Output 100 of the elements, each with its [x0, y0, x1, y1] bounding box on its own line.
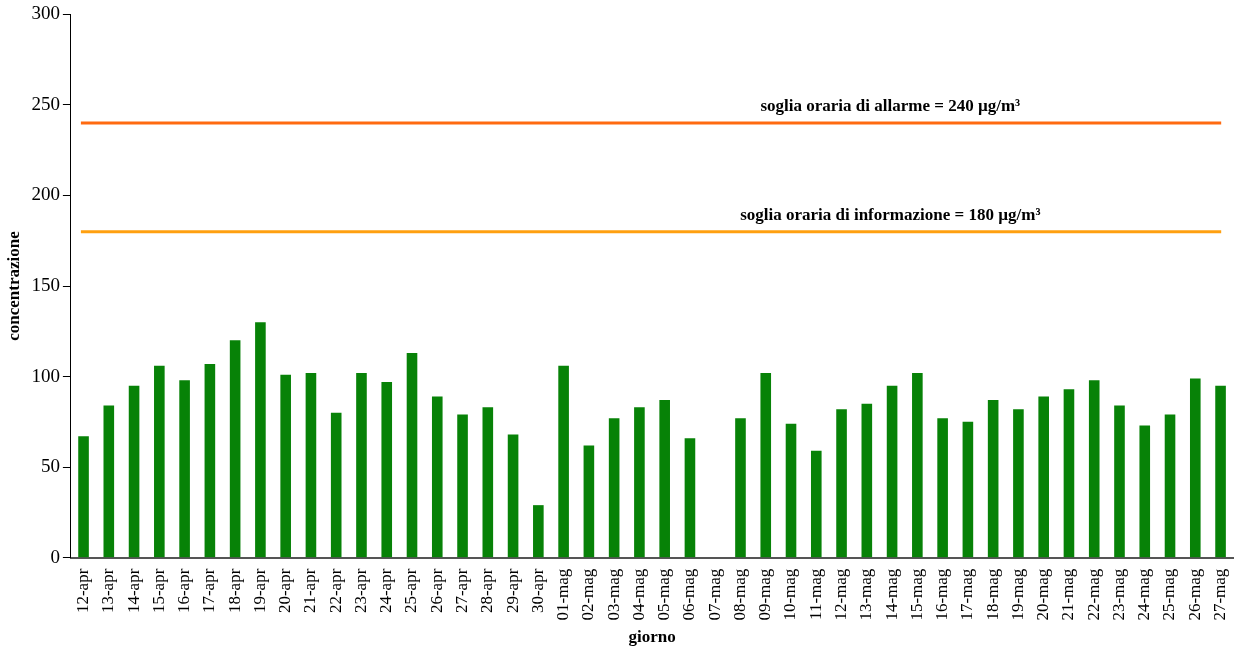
x-tick-label: 26-mag [1184, 568, 1204, 621]
x-tick-label: 13-mag [856, 568, 876, 621]
x-tick-label: 30-apr [527, 568, 547, 614]
y-tick-label: 50 [40, 455, 60, 477]
bar [962, 421, 974, 558]
bar [1063, 389, 1075, 558]
bar [229, 340, 241, 558]
x-tick-label: 26-apr [426, 568, 446, 614]
x-tick-label: 12-apr [73, 568, 92, 614]
x-tick-label: 15-mag [906, 568, 926, 621]
bar [507, 434, 519, 558]
bar [255, 322, 266, 558]
y-tick-label: 200 [31, 183, 60, 205]
bar [836, 409, 847, 558]
x-tick-label: 23-apr [350, 568, 370, 614]
bar [1038, 396, 1049, 558]
x-tick-label: 25-apr [401, 568, 421, 614]
bar [154, 365, 165, 558]
bar [987, 400, 999, 558]
bar [305, 372, 317, 558]
bar [356, 372, 367, 558]
bar [406, 353, 418, 558]
x-tick-label: 27-apr [452, 568, 472, 614]
bar [1189, 378, 1201, 558]
x-tick-label: 16-apr [174, 568, 194, 614]
bar [457, 414, 468, 558]
bar [1215, 385, 1226, 558]
x-tick-label: 10-mag [780, 568, 800, 621]
bar [179, 380, 190, 558]
x-tick-label: 05-mag [654, 568, 674, 621]
y-tick-label: 0 [50, 545, 60, 567]
x-tick-label: 22-apr [325, 568, 345, 614]
x-tick-label: 24-apr [376, 568, 396, 614]
ref-line-label: soglia oraria di allarme = 240 µg/m³ [760, 95, 1021, 115]
bar [785, 423, 797, 558]
x-tick-label: 11-mag [805, 568, 825, 620]
x-tick-label: 20-apr [275, 568, 295, 614]
bar [760, 372, 772, 558]
x-tick-label: 12-mag [831, 568, 851, 621]
bar [1013, 409, 1024, 558]
bar [912, 372, 923, 558]
x-tick-label: 21-apr [300, 568, 320, 614]
x-tick-label: 02-mag [578, 568, 598, 621]
x-tick-label: 15-apr [148, 568, 168, 614]
bar [735, 418, 746, 558]
x-tick-label: 17-mag [957, 568, 977, 621]
y-tick-label: 150 [31, 274, 60, 296]
x-tick-label: 14-mag [881, 568, 901, 621]
bar [1164, 414, 1176, 558]
bar [1114, 405, 1125, 558]
x-tick-label: 06-mag [679, 568, 699, 621]
bar [583, 445, 595, 558]
x-tick-label: 20-mag [1033, 568, 1053, 621]
bar [431, 396, 443, 558]
y-axis-title: concentrazione [3, 230, 23, 341]
bar [861, 403, 873, 558]
bar [330, 412, 342, 558]
bar [886, 385, 898, 558]
bar [533, 505, 544, 558]
bar [558, 365, 569, 558]
bar [1139, 425, 1151, 558]
x-axis-title: giorno [628, 627, 676, 647]
bar [128, 385, 140, 558]
bar [280, 374, 291, 558]
x-tick-label: 21-mag [1058, 568, 1078, 621]
y-tick-label: 250 [31, 92, 60, 114]
x-tick-label: 23-mag [1108, 568, 1128, 621]
bar [381, 382, 393, 558]
bar [78, 436, 89, 558]
bar [204, 363, 216, 558]
x-tick-label: 18-mag [982, 568, 1002, 621]
x-tick-label: 18-apr [224, 568, 244, 614]
x-tick-label: 27-mag [1210, 568, 1230, 621]
bar [103, 405, 115, 558]
x-tick-label: 13-apr [98, 568, 118, 614]
y-tick-label: 300 [31, 2, 60, 24]
bar [634, 407, 645, 558]
x-tick-label: 14-apr [123, 568, 143, 614]
x-tick-label: 24-mag [1134, 568, 1154, 621]
bar [1088, 380, 1100, 558]
bar [608, 418, 620, 558]
ref-line-label: soglia oraria di informazione = 180 µg/m³ [740, 204, 1041, 224]
x-tick-label: 29-apr [502, 568, 522, 614]
bar [810, 450, 822, 558]
x-tick-label: 22-mag [1083, 568, 1103, 621]
bar [937, 418, 948, 558]
x-tick-label: 17-apr [199, 568, 219, 614]
bar [659, 400, 670, 558]
x-tick-label: 07-mag [704, 568, 724, 621]
x-tick-label: 03-mag [603, 568, 623, 621]
x-tick-label: 04-mag [628, 568, 648, 621]
x-tick-label: 01-mag [553, 568, 573, 621]
y-tick-label: 100 [31, 364, 60, 386]
x-tick-label: 19-mag [1007, 568, 1027, 621]
x-tick-label: 16-mag [932, 568, 952, 621]
x-tick-label: 28-apr [477, 568, 497, 614]
x-tick-label: 09-mag [755, 568, 775, 621]
x-tick-label: 08-mag [729, 568, 749, 621]
bar [684, 438, 696, 558]
x-tick-label: 19-apr [249, 568, 269, 614]
